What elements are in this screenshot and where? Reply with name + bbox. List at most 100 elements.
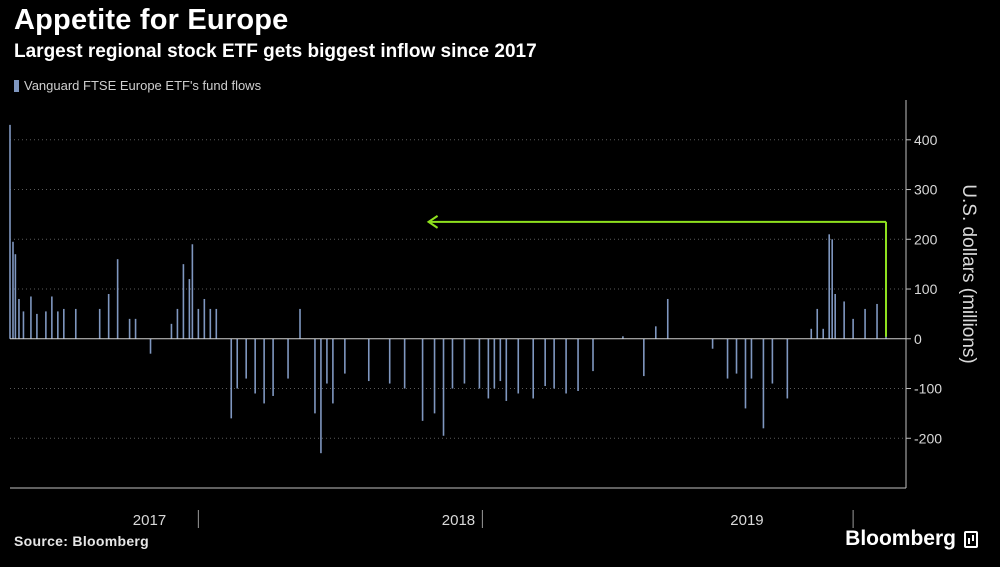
- bar: [215, 308, 218, 339]
- bar: [182, 264, 185, 339]
- bar: [197, 308, 200, 339]
- y-tick-label: 0: [914, 331, 922, 347]
- bar: [711, 338, 714, 349]
- bar: [14, 254, 17, 339]
- bar: [493, 338, 496, 389]
- chart-title: Appetite for Europe: [14, 4, 289, 36]
- y-axis-ticks: -200 -100 0 100 200 300 400: [906, 132, 942, 446]
- legend-label: Vanguard FTSE Europe ETF's fund flows: [24, 78, 262, 93]
- bar: [245, 338, 247, 379]
- bar: [505, 338, 508, 401]
- bar: [442, 338, 445, 436]
- bar: [57, 311, 59, 339]
- bar: [209, 308, 212, 339]
- bar: [810, 328, 813, 339]
- bar: [299, 308, 301, 339]
- y-tick-label: 400: [914, 132, 938, 148]
- year-label: 2017: [133, 512, 166, 529]
- bar: [771, 338, 774, 384]
- bar: [451, 338, 454, 389]
- bar: [487, 338, 490, 399]
- bar: [463, 338, 466, 384]
- bar: [834, 294, 836, 339]
- bar: [643, 338, 645, 377]
- source-note: Source: Bloomberg: [14, 533, 150, 549]
- bar: [762, 338, 765, 429]
- legend-swatch: [14, 79, 19, 92]
- bar: [320, 338, 322, 454]
- legend: Vanguard FTSE Europe ETF's fund flows: [14, 78, 261, 93]
- bar: [332, 338, 334, 404]
- bar: [236, 338, 239, 389]
- grid-lines: [10, 139, 906, 439]
- bar: [116, 259, 119, 339]
- brand-name: Bloomberg: [845, 527, 956, 550]
- bar: [544, 338, 546, 387]
- bar: [876, 303, 878, 339]
- bar: [852, 318, 854, 339]
- bar: [786, 338, 789, 399]
- bar: [831, 239, 833, 339]
- bar: [532, 338, 535, 399]
- year-label: 2018: [442, 512, 475, 529]
- bar: [577, 338, 579, 391]
- bar: [421, 338, 424, 421]
- bar: [843, 301, 845, 339]
- bloomberg-chart-icon: [964, 530, 978, 548]
- bar: [367, 338, 370, 382]
- bar: [203, 298, 206, 339]
- bar: [272, 338, 274, 396]
- bar: [30, 296, 32, 339]
- bar: [170, 323, 173, 339]
- bar: [107, 294, 110, 339]
- y-axis-label: U.S. dollars (millions): [958, 184, 979, 363]
- y-tick-label: -100: [914, 381, 942, 397]
- bar: [403, 338, 406, 389]
- bar: [750, 338, 753, 379]
- bar: [12, 241, 14, 339]
- y-tick-label: 100: [914, 281, 938, 297]
- bar: [478, 338, 481, 389]
- bar: [864, 308, 866, 339]
- bar: [128, 318, 131, 339]
- bar: [499, 338, 502, 382]
- bar: [263, 338, 265, 404]
- bar: [822, 328, 825, 339]
- annotations: [426, 215, 887, 337]
- bar: [9, 124, 11, 339]
- bar: [188, 279, 191, 339]
- y-tick-label: -200: [914, 430, 942, 446]
- bar: [433, 338, 436, 414]
- annotation-arrowhead-icon: [426, 215, 439, 229]
- bar: [191, 244, 194, 339]
- bar: [45, 311, 47, 339]
- bar: [98, 308, 101, 339]
- bar: [553, 338, 555, 389]
- bar: [816, 308, 819, 339]
- bar: [51, 296, 53, 339]
- bar: [592, 338, 594, 372]
- bar: [388, 338, 391, 384]
- bar: [314, 338, 316, 414]
- bar: [735, 338, 738, 374]
- x-axis-years: 2017 2018 2019: [133, 510, 854, 529]
- bar: [74, 308, 77, 339]
- bar: [666, 298, 669, 339]
- brand-logo: Bloomberg: [845, 527, 978, 551]
- bar: [744, 338, 747, 409]
- bar: [149, 338, 152, 354]
- chart-subtitle: Largest regional stock ETF gets biggest …: [14, 41, 537, 62]
- bar: [726, 338, 729, 379]
- bar: [18, 298, 20, 339]
- bar: [230, 338, 233, 419]
- bar: [134, 318, 137, 339]
- y-tick-label: 200: [914, 231, 938, 247]
- bar: [565, 338, 567, 394]
- bar: [254, 338, 256, 394]
- bar: [36, 313, 38, 339]
- bar: [517, 338, 520, 394]
- bar: [828, 234, 830, 339]
- bar: [63, 308, 65, 339]
- axes: U.S. dollars (millions): [10, 100, 979, 489]
